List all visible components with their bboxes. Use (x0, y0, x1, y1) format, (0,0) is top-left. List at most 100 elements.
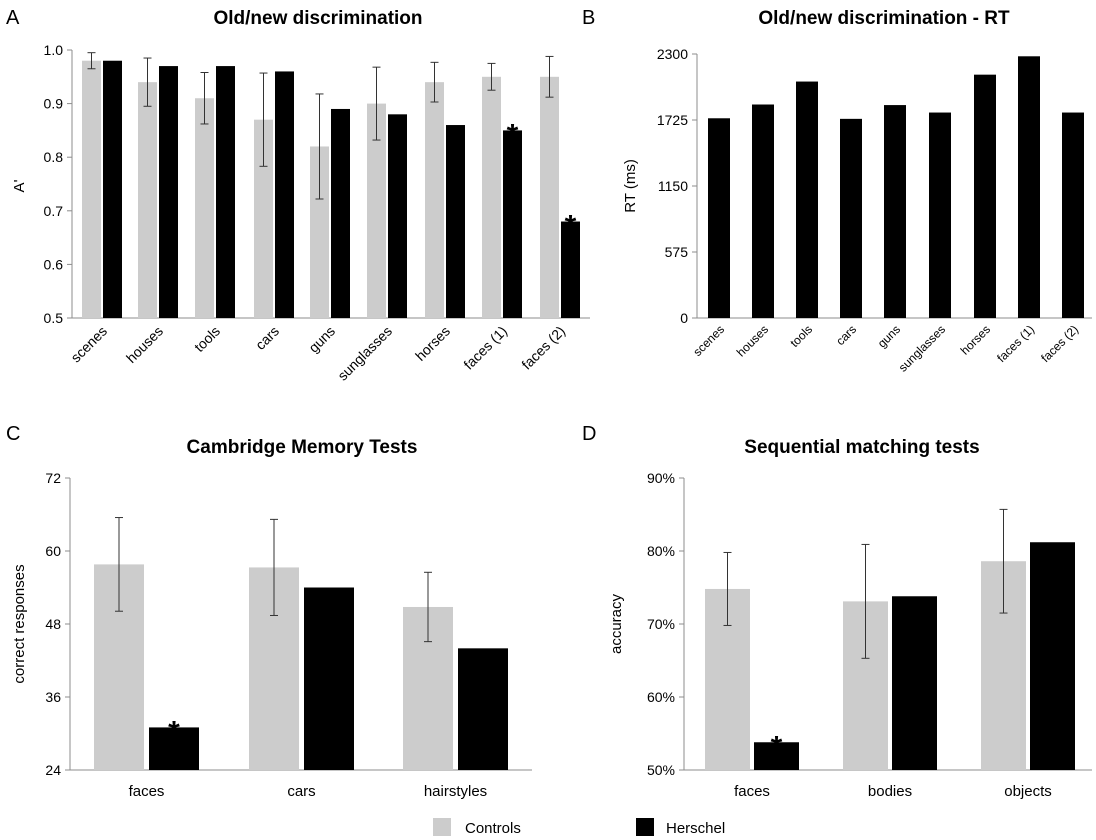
panel-b-y-tick-label: 2300 (657, 46, 688, 62)
panel-d-bar-herschel-faces (754, 742, 799, 770)
panel-c-x-tick-label-hairstyles: hairstyles (424, 783, 487, 800)
panel-b-plot: 0 575 1150 1725 2300 scenes houses tools cars gun… (657, 46, 1084, 375)
panel-b-y-tick-label: 1725 (657, 112, 688, 128)
panel-b-y-tick-label: 575 (665, 244, 689, 260)
panel-a-bar-controls-sunglasses (367, 103, 386, 318)
panel-a-y-tick-label: 0.7 (44, 203, 64, 219)
panel-d-title: Sequential matching tests (744, 437, 979, 458)
panel-a-plot: 0.5 0.6 0.7 0.8 0.9 1.0 scenes houses tools cars g… (44, 42, 580, 384)
panel-a-y-tick-label: 0.9 (44, 96, 64, 112)
panel-b-x-tick-label-sunglasses: sunglasses (896, 322, 948, 374)
panel-b-x-tick-label-scenes: scenes (690, 322, 727, 359)
panel-a-x-tick-label-houses: houses (123, 323, 166, 366)
panel-c-y-axis-label: correct responses (11, 564, 28, 683)
panel-d-letter: D (582, 423, 596, 445)
panel-a-bar-controls-guns (310, 146, 329, 318)
panel-d-y-tick-label: 60% (647, 689, 675, 705)
panel-b-bar-herschel-cars (840, 118, 862, 318)
panel-b-bar-herschel-houses (752, 104, 774, 318)
legend-label-herschel: Herschel (666, 820, 725, 837)
legend-label-controls: Controls (465, 820, 521, 837)
panel-b-title: Old/new discrimination - RT (758, 8, 1010, 29)
panel-a-x-tick-label-guns: guns (305, 323, 338, 356)
panel-b-x-tick-label-faces-1: faces (1) (994, 322, 1037, 365)
panel-b-x-tick-label-guns: guns (875, 322, 903, 350)
panel-c-y-tick-label: 60 (45, 543, 61, 559)
panel-b-bar-herschel-faces-1 (1018, 56, 1040, 318)
panel-a-bar-controls-scenes (82, 60, 101, 318)
panel-d-x-tick-label-objects: objects (1004, 783, 1052, 800)
panel-c-bar-herschel-cars (304, 587, 354, 770)
panel-d-bar-herschel-objects (1030, 542, 1075, 770)
panel-d-y-axis-label: accuracy (608, 593, 625, 654)
panel-c-letter: C (6, 423, 20, 445)
panel-c-y-tick-label: 24 (45, 762, 61, 778)
panel-b-letter: B (582, 7, 595, 29)
panel-a-bar-herschel-cars (275, 71, 294, 318)
panel-a-bar-herschel-faces-2 (561, 221, 580, 318)
panel-a-bar-controls-houses (138, 82, 157, 318)
panel-a-bar-herschel-faces-1 (503, 130, 522, 318)
panel-a-x-tick-label-faces-1: faces (1) (460, 323, 510, 373)
panel-b-y-tick-label: 0 (680, 310, 688, 326)
legend-swatch-controls (433, 818, 451, 836)
panel-a-title: Old/new discrimination (213, 8, 422, 29)
panel-c-y-tick-label: 48 (45, 616, 61, 632)
panel-a-bar-controls-horses (425, 82, 444, 318)
panel-c-y-tick-label: 72 (45, 470, 61, 486)
panel-a-y-tick-label: 0.5 (44, 310, 64, 326)
panel-b-x-tick-label-horses: horses (958, 322, 993, 357)
panel-d-y-tick-label: 90% (647, 470, 675, 486)
panel-c-bar-herschel-hairstyles (458, 648, 508, 770)
panel-a-bar-herschel-houses (159, 66, 178, 318)
panel-a-significance-star-faces-2: * (565, 210, 577, 243)
panel-b-bar-herschel-horses (974, 74, 996, 319)
panel-a-bar-herschel-tools (216, 66, 235, 318)
panel-d-significance-star-faces: * (771, 730, 783, 763)
panel-b-x-tick-label-tools: tools (787, 322, 815, 350)
panel-c-x-tick-label-faces: faces (129, 783, 165, 800)
panel-c-title: Cambridge Memory Tests (187, 437, 418, 458)
panel-a-bar-herschel-sunglasses (388, 114, 407, 318)
panel-c: C Cambridge Memory Tests correct respons… (6, 423, 532, 800)
panel-a-bar-controls-tools (195, 98, 214, 319)
panel-a-bar-herschel-scenes (103, 60, 122, 318)
panel-c-x-tick-label-cars: cars (287, 783, 315, 800)
panel-d-y-tick-label: 70% (647, 616, 675, 632)
panel-a-y-tick-label: 0.6 (44, 256, 64, 272)
panel-b-x-tick-label-houses: houses (734, 322, 771, 359)
panel-a-bar-controls-faces-2 (540, 76, 559, 318)
panel-b-x-tick-label-faces-2: faces (2) (1038, 322, 1081, 365)
panel-c-plot: 24 36 48 60 72 faces cars hairstyles * (45, 470, 508, 800)
legend-swatch-herschel (636, 818, 654, 836)
panel-a: A Old/new discrimination A' 0.5 0.6 0.7 0.8… (6, 7, 590, 384)
panel-d-y-tick-label: 80% (647, 543, 675, 559)
panel-d-y-tick-label: 50% (647, 762, 675, 778)
legend: Controls Herschel (433, 818, 725, 837)
panel-a-x-tick-label-faces-2: faces (2) (518, 323, 568, 373)
panel-c-y-tick-label: 36 (45, 689, 61, 705)
legend-item-herschel: Herschel (636, 818, 725, 837)
panel-a-significance-star-faces-1: * (507, 118, 519, 151)
panel-a-x-tick-label-horses: horses (412, 323, 453, 364)
panel-a-x-tick-label-tools: tools (191, 323, 223, 355)
panel-a-bar-controls-faces-1 (482, 76, 501, 318)
panel-a-bar-herschel-guns (331, 108, 350, 319)
panel-b-bar-herschel-guns (884, 105, 906, 318)
panel-d: D Sequential matching tests accuracy 50%… (582, 423, 1092, 800)
panel-b-bar-herschel-sunglasses (929, 112, 951, 319)
panel-a-x-tick-label-scenes: scenes (67, 323, 110, 366)
panel-b: B Old/new discrimination - RT RT (ms) 0 5… (582, 7, 1092, 375)
panel-b-bar-herschel-faces-2 (1062, 112, 1084, 319)
panel-a-bar-controls-cars (254, 119, 273, 319)
panel-d-x-tick-label-bodies: bodies (868, 783, 912, 800)
panel-b-x-tick-label-cars: cars (833, 322, 859, 348)
panel-a-y-axis-label: A' (11, 179, 28, 192)
panel-a-bar-herschel-horses (446, 125, 465, 318)
panel-a-y-tick-label: 0.8 (44, 149, 64, 165)
panel-d-bar-herschel-bodies (892, 596, 937, 770)
panel-c-significance-star-faces: * (168, 715, 180, 748)
panel-b-y-tick-label: 1150 (658, 178, 688, 194)
panel-a-x-tick-label-cars: cars (252, 323, 282, 353)
panel-a-letter: A (6, 7, 20, 29)
